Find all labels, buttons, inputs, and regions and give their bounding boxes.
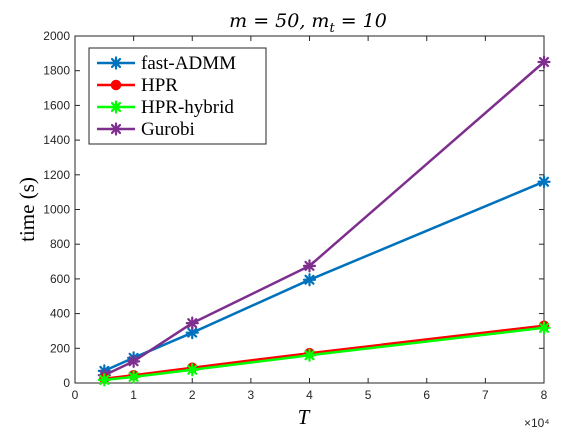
legend-marker xyxy=(109,122,123,136)
chart-title: m = 50, mt = 10 xyxy=(229,10,387,36)
data-point xyxy=(302,273,317,287)
data-point-stroke xyxy=(187,318,198,329)
x-tick-label: 2 xyxy=(189,388,196,402)
x-tick-label: 7 xyxy=(482,388,489,402)
y-tick-label: 800 xyxy=(50,237,70,251)
series-layer xyxy=(97,55,551,387)
data-point xyxy=(185,363,199,377)
legend-marker-stroke xyxy=(110,123,122,135)
legend-marker xyxy=(110,79,122,91)
x-tick-label: 4 xyxy=(306,388,313,402)
data-point-stroke xyxy=(304,274,315,285)
data-point-stroke xyxy=(304,260,315,271)
x-axis-label: T xyxy=(298,405,311,429)
data-point-stroke xyxy=(128,356,139,367)
data-point-stroke xyxy=(538,56,550,68)
x-axis: 0 1 2 3 4 5 6 7 8 xyxy=(72,36,548,402)
legend-marker xyxy=(109,100,123,114)
y-tick-label: 200 xyxy=(50,341,70,355)
legend-item: HPR xyxy=(97,75,178,96)
legend-item: fast-ADMM xyxy=(97,53,236,74)
y-tick-label: 2000 xyxy=(43,29,70,43)
legend-label: HPR-hybrid xyxy=(141,97,234,118)
legend-label: fast-ADMM xyxy=(141,53,236,74)
data-point xyxy=(537,175,551,189)
x-axis-multiplier: ×10⁴ xyxy=(524,416,550,430)
y-tick-label: 1800 xyxy=(43,64,70,78)
y-axis-label: time (s) xyxy=(15,177,39,242)
data-point-stroke xyxy=(187,364,198,375)
data-point-stroke xyxy=(538,322,550,333)
data-point xyxy=(127,354,141,368)
y-tick-label: 1400 xyxy=(43,133,70,147)
x-tick-label: 5 xyxy=(365,388,372,402)
legend-item: HPR-hybrid xyxy=(97,97,234,118)
x-tick-label: 8 xyxy=(541,388,548,402)
legend-marker-stroke xyxy=(110,57,122,69)
legend-marker-stroke xyxy=(110,101,122,113)
data-point xyxy=(302,348,317,362)
y-tick-label: 600 xyxy=(50,272,70,286)
data-point-stroke xyxy=(128,371,139,382)
data-point xyxy=(537,55,551,69)
series-hpr-hybrid xyxy=(97,321,551,387)
y-tick-label: 1600 xyxy=(43,98,70,112)
legend-label: HPR xyxy=(141,75,178,96)
data-point xyxy=(97,373,111,387)
x-tick-label: 6 xyxy=(423,388,430,402)
legend-marker xyxy=(109,56,123,70)
legend-label: Gurobi xyxy=(141,119,195,140)
data-point-stroke xyxy=(187,327,198,338)
y-tick-label: 0 xyxy=(63,376,70,390)
x-tick-label: 0 xyxy=(72,388,79,402)
title-subscript: t xyxy=(329,21,335,36)
data-point xyxy=(537,321,551,335)
data-point xyxy=(302,259,317,273)
x-tick-label: 3 xyxy=(248,388,255,402)
data-point xyxy=(127,370,141,384)
y-axis: 0 200 400 600 800 1000 1200 1400 1600 1800 2000 xyxy=(43,29,544,390)
data-point-stroke xyxy=(304,350,315,361)
y-tick-label: 400 xyxy=(50,307,70,321)
x-tick-label: 1 xyxy=(130,388,137,402)
data-point xyxy=(185,316,199,330)
legend-item: Gurobi xyxy=(97,119,195,140)
y-tick-label: 1000 xyxy=(43,203,70,217)
y-tick-label: 1200 xyxy=(43,168,70,182)
data-point-stroke xyxy=(538,176,550,187)
title-rest: = 10 xyxy=(335,10,387,32)
data-point-stroke xyxy=(99,374,110,385)
